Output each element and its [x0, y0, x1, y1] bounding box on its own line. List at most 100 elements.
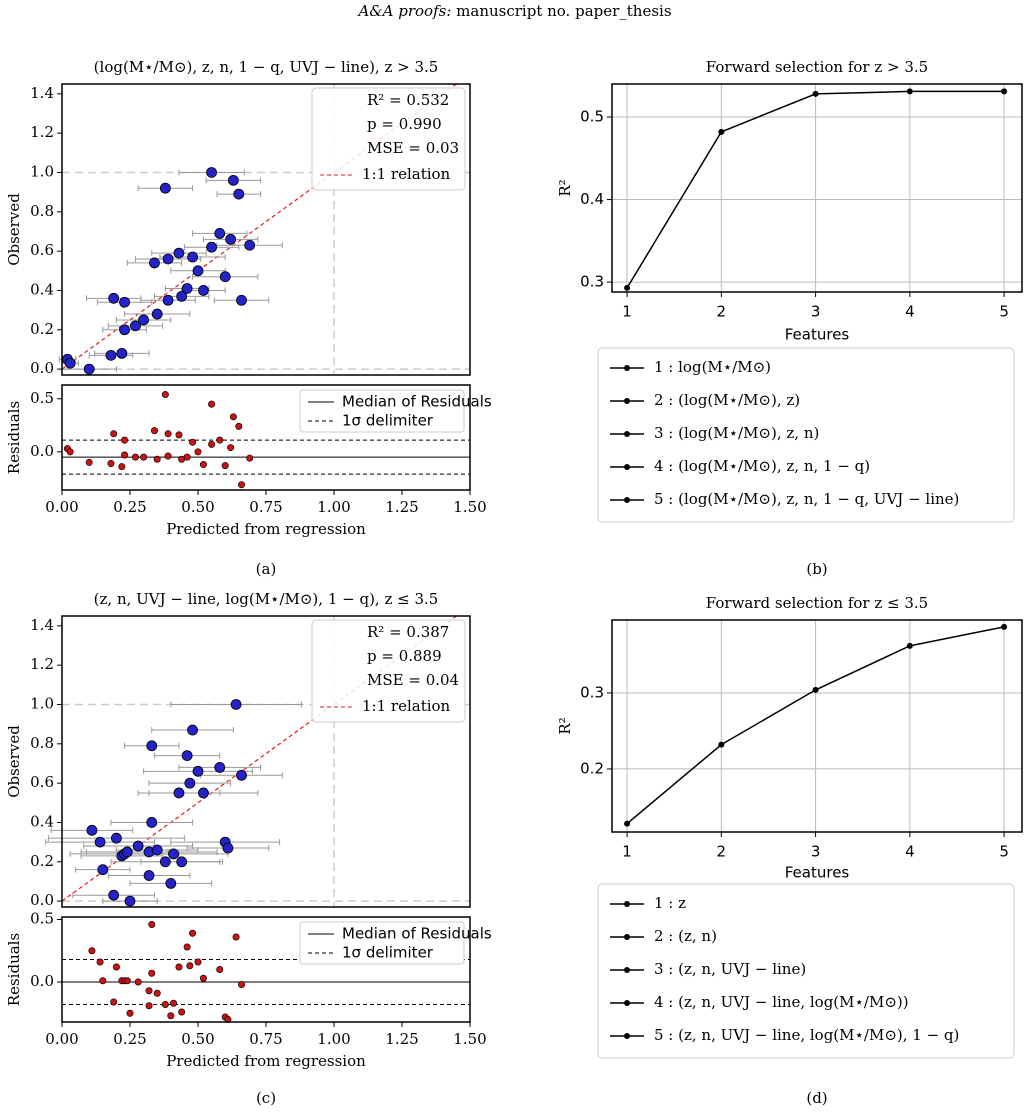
- residual-point: [194, 958, 202, 966]
- plot-frame: [61, 384, 471, 491]
- residual-point: [183, 453, 191, 461]
- y-tick-label: 0.4: [30, 280, 54, 298]
- residual-point: [238, 980, 246, 988]
- x-axis-label: Features: [785, 326, 850, 344]
- chart-title: Forward selection for z ≤ 3.5: [706, 594, 928, 612]
- residual-point: [186, 962, 194, 970]
- y-tick-label: 0.8: [30, 734, 54, 752]
- legend-text: 2 : (z, n): [654, 927, 717, 945]
- y-axis-label: Observed: [5, 193, 23, 266]
- line-point: [812, 686, 819, 693]
- residual-point: [238, 481, 246, 489]
- stat-text: R² = 0.387: [367, 623, 449, 641]
- caption: (b): [806, 560, 827, 578]
- residual-point: [246, 454, 254, 462]
- line-point: [1001, 623, 1008, 630]
- page-header: A&A proofs: manuscript no. paper_thesis: [356, 2, 671, 20]
- legend-text: Median of Residuals: [342, 925, 492, 943]
- legend-text: 1:1 relation: [362, 165, 451, 183]
- point: [227, 174, 239, 186]
- x-tick-label: 5: [999, 303, 1009, 321]
- residual-point: [112, 963, 120, 971]
- y-axis-label: R²: [556, 717, 574, 734]
- residual-point: [199, 461, 207, 469]
- residual-point: [235, 422, 243, 430]
- point: [181, 750, 193, 762]
- legend-text: Median of Residuals: [342, 393, 492, 411]
- y-tick-label: 1.4: [30, 84, 54, 102]
- residual-point: [161, 1000, 169, 1008]
- residual-point: [145, 987, 153, 995]
- caption: (a): [256, 560, 277, 578]
- point: [138, 314, 150, 326]
- point: [159, 856, 171, 868]
- stat-text: R² = 0.532: [367, 91, 449, 109]
- legend-box: [597, 347, 1015, 523]
- point: [149, 257, 160, 269]
- plot-frame: [61, 916, 471, 1023]
- x-tick-label: 0.00: [45, 1030, 78, 1048]
- stat-text: MSE = 0.03: [367, 139, 459, 157]
- x-tick-label: 0.00: [45, 498, 78, 516]
- point: [206, 167, 218, 178]
- x-axis-label: Features: [785, 864, 850, 882]
- residual-point: [131, 453, 139, 461]
- residual-point: [145, 1002, 153, 1010]
- point: [198, 285, 209, 296]
- residual-point: [229, 413, 237, 421]
- chart-title: (z, n, UVJ − line, log(M⋆/M⊙), 1 − q), z…: [94, 590, 439, 608]
- legend-box: [299, 389, 465, 433]
- residual-point: [227, 444, 235, 452]
- y-tick-label: 0.0: [30, 891, 54, 909]
- residual-point: [148, 920, 156, 928]
- x-tick-label: 0.50: [181, 1030, 214, 1048]
- legend-marker: [624, 431, 630, 437]
- y-axis-label: Residuals: [5, 401, 23, 474]
- residual-point: [99, 977, 107, 985]
- point: [187, 724, 198, 736]
- point: [187, 251, 198, 263]
- legend-text: 1σ delimiter: [342, 944, 434, 962]
- residual-point: [183, 943, 191, 951]
- y-tick-label: 0.5: [580, 108, 604, 126]
- x-tick-label: 1.00: [317, 498, 350, 516]
- residual-point: [232, 933, 240, 941]
- y-tick-label: 0.3: [580, 683, 604, 701]
- y-tick-label: 1.2: [30, 655, 54, 673]
- residual-point: [189, 929, 197, 937]
- line-point: [812, 90, 819, 97]
- y-tick-label: 1.0: [30, 162, 54, 180]
- residual-point: [161, 391, 169, 399]
- residual-point: [175, 431, 183, 439]
- legend-text: 5 : (z, n, UVJ − line, log(M⋆/M⊙), 1 − q…: [654, 1026, 959, 1044]
- y-tick-label: 0.0: [30, 442, 54, 460]
- y-axis-label: Residuals: [5, 933, 23, 1006]
- legend-text: 2 : (log(M⋆/M⊙), z): [654, 391, 800, 409]
- residual-point: [164, 452, 172, 460]
- point: [176, 856, 188, 868]
- point: [165, 878, 177, 889]
- x-tick-label: 1.50: [453, 498, 486, 516]
- y-tick-label: 0.5: [30, 910, 54, 928]
- residual-point: [148, 969, 156, 977]
- residual-point: [199, 974, 207, 982]
- point: [119, 296, 130, 308]
- point: [230, 699, 242, 710]
- line-point: [1001, 88, 1008, 95]
- point: [132, 840, 144, 852]
- residual-point: [107, 459, 115, 467]
- point: [105, 349, 117, 361]
- manuscript: manuscript no. paper_thesis: [456, 2, 671, 20]
- point: [236, 294, 247, 306]
- residual-point: [121, 451, 129, 459]
- x-tick-label: 1: [622, 843, 632, 861]
- residual-point: [189, 438, 197, 446]
- x-tick-label: 0.75: [249, 1030, 282, 1048]
- line-point: [906, 642, 913, 649]
- y-tick-label: 0.8: [30, 202, 54, 220]
- residual-point: [121, 436, 129, 444]
- point: [108, 889, 120, 901]
- journal: A&A proofs:: [356, 2, 451, 20]
- point: [159, 182, 171, 194]
- x-tick-label: 0.75: [249, 498, 282, 516]
